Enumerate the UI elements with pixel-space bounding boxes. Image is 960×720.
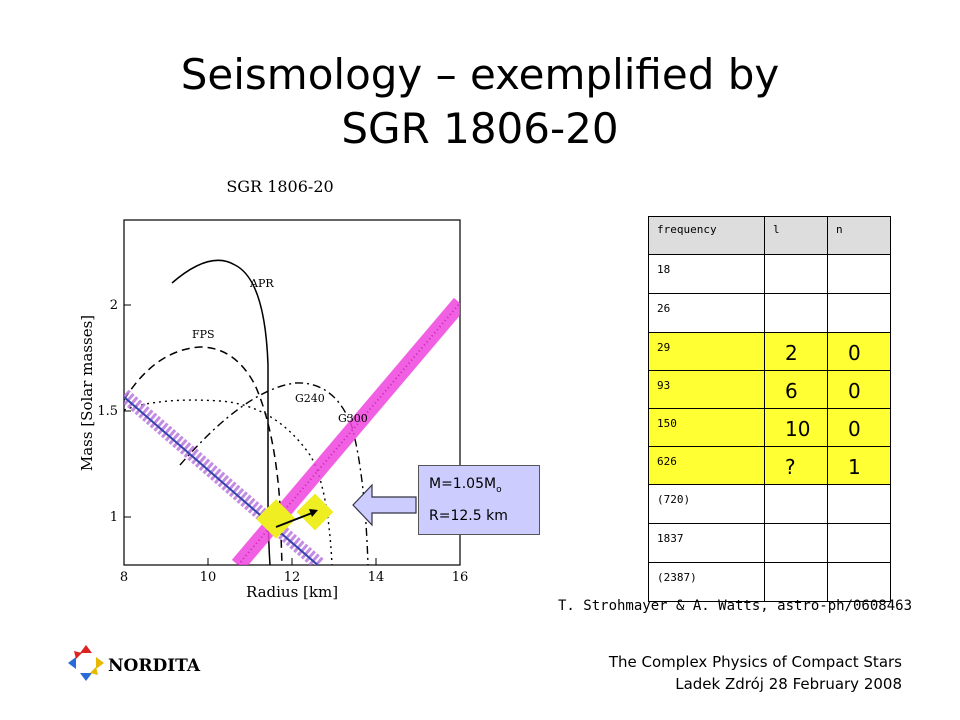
y-tick-2: 2 [110, 298, 118, 313]
citation: T. Strohmayer & A. Watts, astro-ph/06084… [558, 598, 913, 614]
slide-title: Seismology – exemplified by SGR 1806-20 [0, 48, 960, 156]
x-tick-14: 14 [368, 570, 385, 585]
x-tick-8: 8 [120, 570, 128, 585]
blue-block-arrow [352, 483, 417, 527]
title-line-2: SGR 1806-20 [341, 104, 619, 153]
cell-l: 6 [764, 370, 828, 409]
curve-fps [124, 346, 283, 565]
figure-title: SGR 1806-20 [226, 177, 333, 196]
header-frequency: frequency [648, 216, 765, 255]
cell-frequency: 93 [648, 370, 765, 409]
header-n: n [827, 216, 891, 255]
x-tick-16: 16 [452, 570, 469, 585]
label-apr: APR [249, 277, 274, 290]
mass-radius-figure: SGR 1806-20 APR FPS G300 G240 8 10 12 14… [78, 177, 469, 601]
cell-frequency: 26 [648, 293, 765, 333]
x-ticks [123, 304, 461, 565]
cell-l [764, 562, 828, 602]
title-line-1: Seismology – exemplified by [180, 50, 780, 99]
curve-apr [171, 259, 271, 565]
table-header-row: frequency l n [648, 216, 891, 255]
cell-l [764, 254, 828, 294]
table-row: (2387) [648, 562, 891, 602]
cell-frequency: (2387) [648, 562, 765, 602]
nordita-logo-text: NORDITA [108, 656, 201, 676]
cell-frequency: 1837 [648, 523, 765, 563]
cell-n [827, 484, 891, 524]
label-fps: FPS [192, 328, 215, 341]
frequency-table-container: frequency l n 18 26 29 2 0 93 6 0 150 10… [648, 216, 891, 602]
cell-l: ? [764, 446, 828, 485]
cell-l [764, 484, 828, 524]
label-g240: G240 [295, 392, 325, 405]
cell-l [764, 523, 828, 563]
cell-n [827, 293, 891, 333]
cell-n: 1 [827, 446, 891, 485]
table-row: (720) [648, 484, 891, 524]
purple-band-center [124, 396, 320, 565]
callout-mass: M=1.05Mo [429, 476, 502, 495]
cell-frequency: 150 [648, 408, 765, 447]
cell-frequency: (720) [648, 484, 765, 524]
footer-line-1: The Complex Physics of Compact Stars [608, 653, 902, 671]
cell-frequency: 29 [648, 332, 765, 371]
y-axis-label: Mass [Solar masses] [78, 315, 96, 471]
x-axis-label: Radius [km] [246, 583, 338, 601]
table-row-highlighted: 93 6 0 [648, 370, 891, 409]
cell-n [827, 523, 891, 563]
cell-l [764, 293, 828, 333]
cell-n: 0 [827, 408, 891, 447]
cell-n: 0 [827, 370, 891, 409]
table-row-highlighted: 150 10 0 [648, 408, 891, 447]
cell-l: 10 [764, 408, 828, 447]
y-tick-1: 1 [110, 510, 118, 525]
header-l: l [764, 216, 828, 255]
curve-g240 [124, 399, 333, 565]
x-tick-12: 12 [284, 570, 301, 585]
table-row: 18 [648, 254, 891, 294]
black-arrow-head [309, 509, 318, 517]
cell-frequency: 18 [648, 254, 765, 294]
frequency-table: frequency l n 18 26 29 2 0 93 6 0 150 10… [648, 216, 891, 602]
table-row: 1837 [648, 523, 891, 563]
cell-n [827, 562, 891, 602]
constraint-band-purple [124, 389, 325, 565]
nordita-logo-icon [68, 645, 104, 681]
cell-l: 2 [764, 332, 828, 371]
cell-frequency: 626 [648, 446, 765, 485]
table-row-highlighted: 29 2 0 [648, 332, 891, 371]
y-tick-1-5: 1.5 [97, 404, 118, 419]
label-g300: G300 [338, 412, 368, 425]
callout-radius: R=12.5 km [429, 508, 508, 524]
x-tick-10: 10 [200, 570, 217, 585]
curve-g300 [179, 382, 369, 565]
table-row: 26 [648, 293, 891, 333]
footer: The Complex Physics of Compact Stars Lad… [609, 651, 902, 695]
mass-radius-callout: M=1.05Mo R=12.5 km [418, 465, 540, 535]
footer-line-2: Ladek Zdrój 28 February 2008 [675, 675, 902, 693]
table-row-highlighted: 626 ? 1 [648, 446, 891, 485]
cell-n: 0 [827, 332, 891, 371]
cell-n [827, 254, 891, 294]
black-arrow [275, 512, 313, 528]
